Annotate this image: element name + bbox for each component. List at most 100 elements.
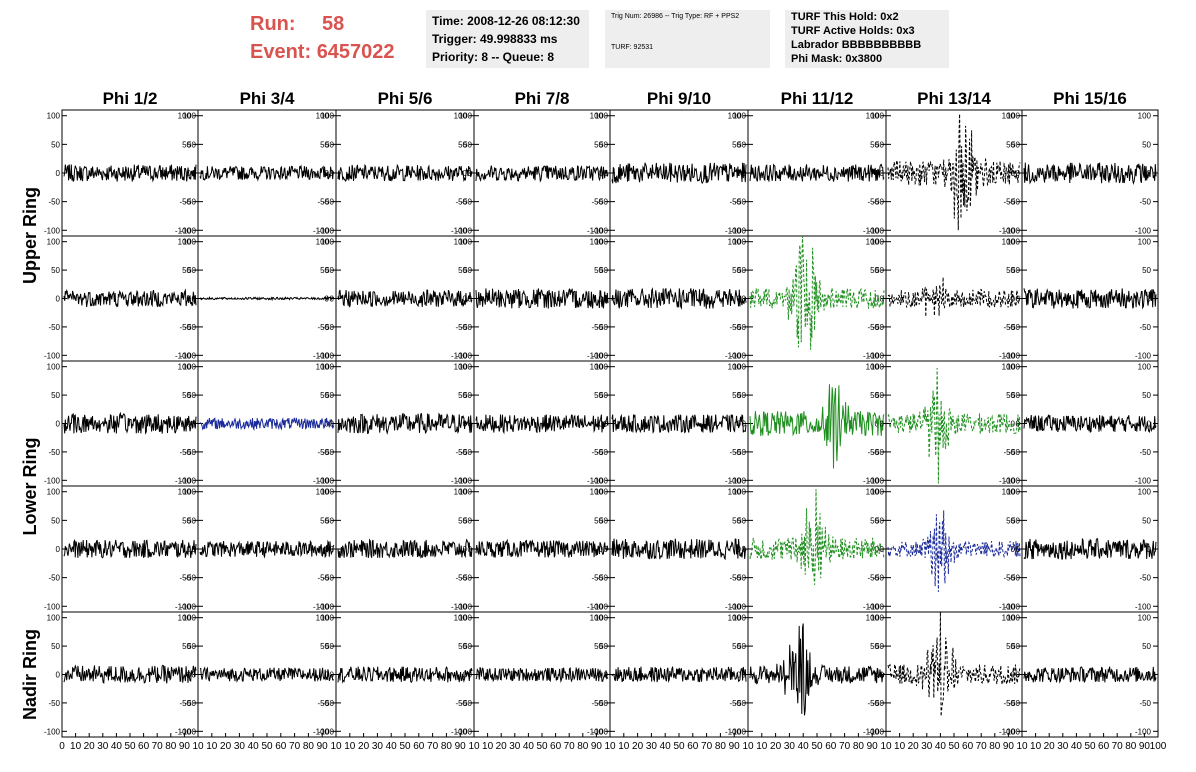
y-tick-label: 0 [742, 169, 747, 178]
waveform-trace [337, 538, 473, 559]
x-tick-label: 60 [138, 741, 150, 752]
y-tick-label: -100 [318, 351, 335, 360]
y-tick-label: 100 [595, 488, 609, 497]
x-tick-label: 70 [564, 741, 576, 752]
y-tick-label: 100 [871, 488, 885, 497]
x-tick-label: 10 [192, 741, 204, 752]
waveform-trace [1023, 413, 1157, 434]
priority-text: Priority: 8 -- Queue: 8 [432, 50, 555, 64]
y-tick-label: 100 [316, 363, 330, 372]
y-tick-label: -100 [868, 727, 885, 736]
y-tick-label: -100 [730, 476, 747, 485]
y-tick-label: -100 [456, 602, 473, 611]
y-tick-label: 50 [599, 516, 608, 525]
y-tick-label: -50 [455, 198, 467, 207]
y-tick-label: -100 [725, 727, 742, 736]
y-tick-label: 50 [737, 140, 746, 149]
y-tick-label: -100 [1004, 727, 1021, 736]
run-event-header: Run: 58 Event: 6457022 [250, 10, 395, 66]
y-tick-label: -50 [322, 448, 334, 457]
y-tick-label: 0 [468, 169, 473, 178]
x-tick-label: 30 [1057, 741, 1069, 752]
x-tick-label: 10 [604, 741, 616, 752]
x-tick-label: 50 [673, 741, 685, 752]
y-tick-label: -100 [313, 476, 330, 485]
y-tick-label: -50 [455, 323, 467, 332]
y-tick-label: 0 [742, 545, 747, 554]
y-tick-label: -100 [180, 476, 197, 485]
y-tick-label: 100 [183, 614, 197, 623]
y-tick-label: -50 [734, 448, 746, 457]
y-tick-label: 100 [459, 363, 473, 372]
y-tick-label: 100 [866, 112, 880, 121]
y-tick-label: 100 [595, 238, 609, 247]
y-tick-label: -50 [322, 699, 334, 708]
y-tick-label: 100 [728, 488, 742, 497]
y-tick-label: 50 [320, 140, 329, 149]
x-tick-label: 10 [344, 741, 356, 752]
y-tick-label: 100 [47, 238, 61, 247]
y-tick-label: 100 [47, 112, 61, 121]
y-tick-label: -50 [729, 574, 741, 583]
y-tick-label: -100 [863, 602, 880, 611]
y-tick-label: -50 [591, 448, 603, 457]
y-tick-label: 50 [737, 516, 746, 525]
waveform-trace [749, 235, 885, 350]
x-tick-label: 80 [715, 741, 727, 752]
y-tick-label: 50 [187, 391, 196, 400]
y-tick-label: -50 [184, 323, 196, 332]
y-tick-label: -100 [318, 602, 335, 611]
column-header: Phi 7/8 [515, 89, 570, 108]
waveform-trace [337, 163, 473, 183]
y-tick-label: -100 [180, 351, 197, 360]
y-tick-label: -100 [999, 351, 1016, 360]
y-tick-label: 0 [742, 671, 747, 680]
waveform-trace [749, 489, 885, 585]
y-tick-label: -50 [1003, 574, 1015, 583]
y-tick-label: -100 [868, 351, 885, 360]
y-tick-label: 0 [468, 295, 473, 304]
waveform-trace [611, 287, 747, 310]
y-tick-label: -50 [867, 198, 879, 207]
x-tick-label: 40 [1071, 741, 1083, 752]
y-tick-label: 0 [1016, 169, 1021, 178]
y-tick-label: 50 [325, 642, 334, 651]
y-tick-label: 100 [1138, 363, 1152, 372]
y-tick-label: -100 [730, 351, 747, 360]
waveform-trace [63, 164, 197, 183]
y-tick-label: -50 [48, 574, 60, 583]
x-tick-label: 10 [618, 741, 630, 752]
x-tick-label: 90 [591, 741, 603, 752]
y-tick-label: 0 [192, 671, 197, 680]
y-tick-label: 100 [321, 112, 335, 121]
y-tick-label: -50 [729, 448, 741, 457]
y-tick-label: 50 [463, 140, 472, 149]
x-tick-label: 60 [1098, 741, 1110, 752]
y-tick-label: -50 [317, 574, 329, 583]
y-tick-label: 100 [178, 112, 192, 121]
y-tick-label: -50 [455, 574, 467, 583]
y-tick-label: -100 [313, 727, 330, 736]
y-tick-label: -100 [1004, 351, 1021, 360]
y-tick-label: -50 [317, 323, 329, 332]
panel-frame [747, 235, 887, 362]
y-tick-label: 0 [1011, 545, 1016, 554]
y-tick-label: 0 [56, 420, 61, 429]
waveform-trace [337, 412, 473, 436]
y-tick-label: -50 [867, 323, 879, 332]
y-tick-label: -100 [1135, 226, 1152, 235]
waveform-trace [887, 510, 1021, 592]
y-tick-label: 0 [599, 545, 604, 554]
y-tick-label: -100 [175, 226, 192, 235]
y-tick-label: -100 [725, 351, 742, 360]
y-tick-label: 50 [51, 642, 60, 651]
y-tick-label: 100 [178, 363, 192, 372]
y-tick-label: 50 [1142, 642, 1151, 651]
y-tick-label: -100 [1004, 602, 1021, 611]
column-header: Phi 5/6 [378, 89, 433, 108]
y-tick-label: -50 [734, 198, 746, 207]
y-tick-label: 0 [875, 545, 880, 554]
waveform-trace [199, 295, 335, 302]
x-tick-label: 20 [220, 741, 232, 752]
y-tick-label: 100 [1002, 363, 1016, 372]
